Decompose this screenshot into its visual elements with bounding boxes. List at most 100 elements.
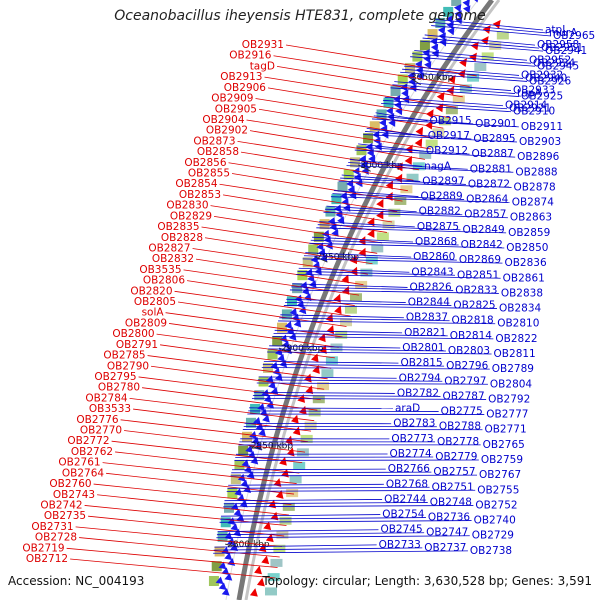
forward-gene-arrow xyxy=(367,228,375,238)
reverse-gene-arrow xyxy=(385,106,393,115)
reverse-gene-label: OB2815 xyxy=(400,357,442,369)
reverse-gene-label: OB2861 xyxy=(503,272,545,284)
reverse-gene-arrow xyxy=(430,43,439,52)
reverse-leader-line xyxy=(324,208,463,216)
forward-leader-line xyxy=(88,515,285,537)
reverse-gene-label: OB2843 xyxy=(411,266,453,278)
heat-tile xyxy=(321,369,334,378)
forward-gene-label: OB3533 xyxy=(89,403,131,415)
reverse-gene-label: OB2744 xyxy=(384,493,427,505)
reverse-gene-label: OB2766 xyxy=(388,463,431,475)
reverse-leader-line xyxy=(384,96,504,107)
forward-gene-arrow xyxy=(279,456,287,466)
reverse-leader-line xyxy=(268,348,446,352)
reverse-gene-label: OB2797 xyxy=(444,375,486,387)
reverse-gene-label: OB2748 xyxy=(430,496,472,508)
forward-gene-label: OB2832 xyxy=(152,253,194,265)
reverse-leader-line xyxy=(269,345,401,349)
forward-gene-arrow xyxy=(367,217,375,227)
reverse-gene-label: OB2859 xyxy=(508,227,550,239)
heat-tile xyxy=(317,382,330,391)
heat-tile xyxy=(217,531,228,542)
heat-tile xyxy=(277,322,288,333)
forward-gene-label: OB2770 xyxy=(80,425,122,437)
reverse-leader-line xyxy=(283,305,498,309)
scale-marker-label: 3000 kbp xyxy=(360,161,403,171)
forward-gene-arrow xyxy=(492,19,501,29)
reverse-leader-line xyxy=(267,351,492,355)
forward-gene-label: OB2873 xyxy=(193,135,235,147)
reverse-leader-line xyxy=(333,190,419,197)
reverse-gene-arrow xyxy=(215,576,224,585)
reverse-leader-line xyxy=(317,224,461,231)
reverse-gene-arrow xyxy=(234,488,243,496)
forward-leader-line xyxy=(151,365,325,390)
forward-gene-arrow xyxy=(447,74,456,84)
reverse-leader-line xyxy=(424,34,536,46)
reverse-leader-line xyxy=(364,131,472,140)
forward-gene-label: OB2780 xyxy=(98,382,140,394)
forward-gene-label: OB2742 xyxy=(40,499,82,511)
reverse-leader-line xyxy=(297,270,456,276)
forward-gene-label: OB2762 xyxy=(71,446,113,458)
forward-gene-arrow xyxy=(281,468,289,478)
reverse-gene-label: OB2787 xyxy=(442,390,484,402)
reverse-gene-arrow xyxy=(416,72,424,81)
reverse-gene-label: OB2771 xyxy=(484,424,526,436)
forward-leader-line xyxy=(178,301,347,327)
heat-tile xyxy=(242,431,253,442)
reverse-gene-label: OB2737 xyxy=(424,542,466,554)
topology-text: Topology: circular; Length: 3,630,528 bp… xyxy=(262,574,592,588)
scale-marker-label: 2850 kbp xyxy=(251,442,294,452)
reverse-gene-arrow xyxy=(307,274,315,283)
reverse-leader-line xyxy=(326,205,417,213)
heat-tile xyxy=(276,530,289,539)
reverse-leader-line xyxy=(280,314,404,319)
reverse-gene-arrow xyxy=(241,459,250,468)
forward-gene-label: OB2800 xyxy=(112,328,154,340)
forward-gene-arrow xyxy=(298,405,307,415)
reverse-gene-label: atpI xyxy=(545,24,565,36)
reverse-gene-label: OB2869 xyxy=(459,254,501,266)
forward-leader-line xyxy=(106,472,295,495)
forward-gene-arrow xyxy=(435,103,444,113)
genome-title: Oceanobacillus iheyensis HTE831, complet… xyxy=(114,8,486,24)
forward-gene-arrow xyxy=(459,58,467,67)
forward-leader-line xyxy=(120,419,309,443)
heat-tile xyxy=(211,561,222,572)
reverse-gene-label: OB2863 xyxy=(510,212,552,224)
heat-tile xyxy=(388,208,401,217)
forward-gene-arrow xyxy=(254,565,262,575)
heat-tile xyxy=(282,502,295,511)
forward-leader-line xyxy=(133,408,312,432)
heat-tile xyxy=(286,296,297,307)
reverse-gene-arrow xyxy=(221,546,230,555)
reverse-leader-line xyxy=(310,239,459,246)
reverse-leader-line xyxy=(262,364,445,367)
reverse-gene-arrow xyxy=(414,60,423,69)
heat-tile xyxy=(445,106,458,115)
reverse-gene-arrow xyxy=(439,38,447,47)
forward-gene-label: OB2829 xyxy=(170,210,212,222)
forward-gene-label: OB2853 xyxy=(179,189,221,201)
reverse-gene-label: OB2895 xyxy=(473,133,515,145)
reverse-gene-label: OB2738 xyxy=(470,545,512,557)
reverse-gene-label: OB2933 xyxy=(513,85,555,97)
heat-tile xyxy=(286,489,299,498)
scale-marker-label: 3050 kbp xyxy=(411,73,454,83)
reverse-gene-label: OB2874 xyxy=(512,197,555,209)
reverse-gene-label: OB2887 xyxy=(472,148,514,160)
reverse-leader-line xyxy=(228,483,384,486)
reverse-leader-line xyxy=(292,283,408,288)
heat-tile xyxy=(400,185,413,194)
reverse-leader-line xyxy=(217,529,379,533)
reverse-gene-arrow xyxy=(266,400,274,409)
forward-leader-line xyxy=(186,280,355,306)
reverse-gene-label: OB2740 xyxy=(474,515,516,527)
forward-leader-line xyxy=(124,430,306,453)
forward-gene-label: OB2772 xyxy=(67,435,109,447)
heat-tile xyxy=(281,309,292,320)
heat-tile xyxy=(412,51,423,62)
reverse-gene-label: OB2821 xyxy=(404,327,446,339)
reverse-gene-arrow xyxy=(424,60,432,70)
